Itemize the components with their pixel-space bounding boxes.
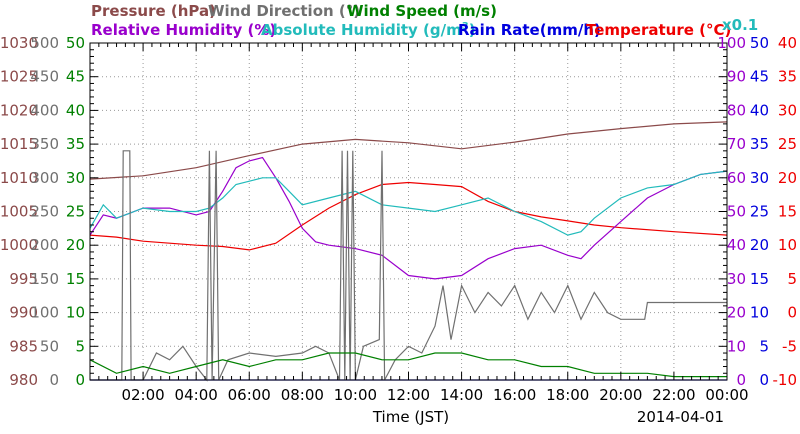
temperature-tick-label: 25 [778, 135, 797, 153]
legend-abs-humidity-prefix: Absolute Humidity (g/m [261, 21, 462, 39]
series-wind-dir [90, 150, 727, 382]
rel_humidity-tick-label: 80 [727, 101, 746, 119]
rel_humidity-tick-label: 100 [717, 34, 746, 52]
wind_dir-tick-label: 400 [30, 101, 59, 119]
wind_dir-tick-label: 350 [30, 135, 59, 153]
series-pressure [89, 121, 728, 180]
legend-abs-humidity-suffix: ) [469, 21, 476, 39]
x-tick-label: 14:00 [440, 386, 483, 404]
x-axis-title: Time (JST) [372, 408, 449, 426]
wind_dir-tick-label: 0 [49, 371, 59, 389]
pressure-tick-label: 990 [9, 304, 38, 322]
wind_speed-tick-label: 30 [66, 169, 85, 187]
wind_dir-tick-label: 500 [30, 34, 59, 52]
wind_speed-tick-label: 20 [66, 236, 85, 254]
x-tick-label: 16:00 [493, 386, 536, 404]
series-layer [89, 121, 728, 382]
temperature-tick-label: 10 [778, 236, 797, 254]
rel_humidity-tick-label: 30 [727, 270, 746, 288]
rel_humidity-tick-label: 70 [727, 135, 746, 153]
wind_speed-tick-label: 50 [66, 34, 85, 52]
temperature-tick-label: 20 [778, 169, 797, 187]
rain_rate-tick-label: 0 [759, 371, 769, 389]
pressure-tick-label: 1010 [0, 169, 38, 187]
wind_dir-tick-label: 300 [30, 169, 59, 187]
wind_dir-tick-label: 100 [30, 304, 59, 322]
temperature-tick-label: 40 [778, 34, 797, 52]
pressure-tick-label: 1030 [0, 34, 38, 52]
wind_dir-tick-label: 250 [30, 203, 59, 221]
rel_humidity-tick-label: 40 [727, 236, 746, 254]
wind_speed-tick-label: 25 [66, 203, 85, 221]
ticks [89, 42, 728, 381]
wind_speed-tick-label: 5 [75, 337, 85, 355]
rain_rate-tick-label: 15 [750, 270, 769, 288]
rain_rate-tick-label: 35 [750, 135, 769, 153]
legend-relative-humidity: Relative Humidity (%) [91, 21, 276, 39]
pressure-tick-label: 1020 [0, 101, 38, 119]
rel_humidity-tick-label: 90 [727, 68, 746, 86]
pressure-tick-label: 985 [9, 337, 38, 355]
x-tick-label: 12:00 [387, 386, 430, 404]
rel_humidity-tick-label: 10 [727, 337, 746, 355]
rain_rate-tick-label: 5 [759, 337, 769, 355]
series-rel-humidity [89, 156, 728, 280]
x-tick-label: 18:00 [546, 386, 589, 404]
pressure-tick-label: 1000 [0, 236, 38, 254]
wind_dir-tick-label: 450 [30, 68, 59, 86]
rel_humidity-tick-label: 60 [727, 169, 746, 187]
temperature-tick-label: -10 [773, 371, 798, 389]
wind_speed-tick-label: 35 [66, 135, 85, 153]
rel_humidity-tick-label: 20 [727, 304, 746, 322]
temperature-tick-label: 5 [787, 270, 797, 288]
temperature-tick-label: 35 [778, 68, 797, 86]
x-tick-label: 22:00 [652, 386, 695, 404]
wind_dir-tick-label: 150 [30, 270, 59, 288]
wind_speed-tick-label: 10 [66, 304, 85, 322]
pressure-tick-label: 1005 [0, 203, 38, 221]
temperature-tick-label: 0 [787, 304, 797, 322]
legend-wind-speed: Wind Speed (m/s) [347, 2, 497, 20]
legend-absolute-humidity: Absolute Humidity (g/m3) [261, 21, 476, 39]
legend-wind-direction: Wind Direction (°) [208, 2, 360, 20]
rain_rate-tick-label: 30 [750, 169, 769, 187]
x-tick-label: 06:00 [228, 386, 271, 404]
legend-abs-humidity-sup: 3 [462, 21, 469, 32]
x-tick-label: 20:00 [599, 386, 642, 404]
wind_dir-tick-label: 50 [40, 337, 59, 355]
x-tick-label: 02:00 [121, 386, 164, 404]
legend-temperature: Temperature (°C) [586, 21, 731, 39]
pressure-tick-label: 995 [9, 270, 38, 288]
x-tick-label: 10:00 [334, 386, 377, 404]
legend-rain-rate: Rain Rate(mm/h) [458, 21, 601, 39]
temperature-tick-label: -5 [782, 337, 797, 355]
legend-multiplier: x0.1 [722, 16, 758, 34]
temperature-tick-label: 15 [778, 203, 797, 221]
temperature-tick-label: 30 [778, 101, 797, 119]
x-tick-label: 08:00 [281, 386, 324, 404]
pressure-tick-label: 1015 [0, 135, 38, 153]
series-abs-humidity [89, 170, 728, 236]
pressure-tick-label: 980 [9, 371, 38, 389]
rain_rate-tick-label: 40 [750, 101, 769, 119]
wind_dir-tick-label: 200 [30, 236, 59, 254]
x-tick-label: 04:00 [175, 386, 218, 404]
axis-labels: 02:00 04:00 06:00 08:00 10:00 12:00 14:00 16:00… [0, 34, 797, 404]
rain_rate-tick-label: 20 [750, 236, 769, 254]
rain_rate-tick-label: 45 [750, 68, 769, 86]
wind_speed-tick-label: 15 [66, 270, 85, 288]
pressure-tick-label: 1025 [0, 68, 38, 86]
rel_humidity-tick-label: 0 [736, 371, 746, 389]
x-tick-label: 00:00 [705, 386, 748, 404]
rain_rate-tick-label: 10 [750, 304, 769, 322]
date-label: 2014-04-01 [637, 408, 724, 426]
rel_humidity-tick-label: 50 [727, 203, 746, 221]
wind_speed-tick-label: 40 [66, 101, 85, 119]
legend-pressure: Pressure (hPa) [91, 2, 216, 20]
rain_rate-tick-label: 25 [750, 203, 769, 221]
wind_speed-tick-label: 0 [75, 371, 85, 389]
wind_speed-tick-label: 45 [66, 68, 85, 86]
rain_rate-tick-label: 50 [750, 34, 769, 52]
